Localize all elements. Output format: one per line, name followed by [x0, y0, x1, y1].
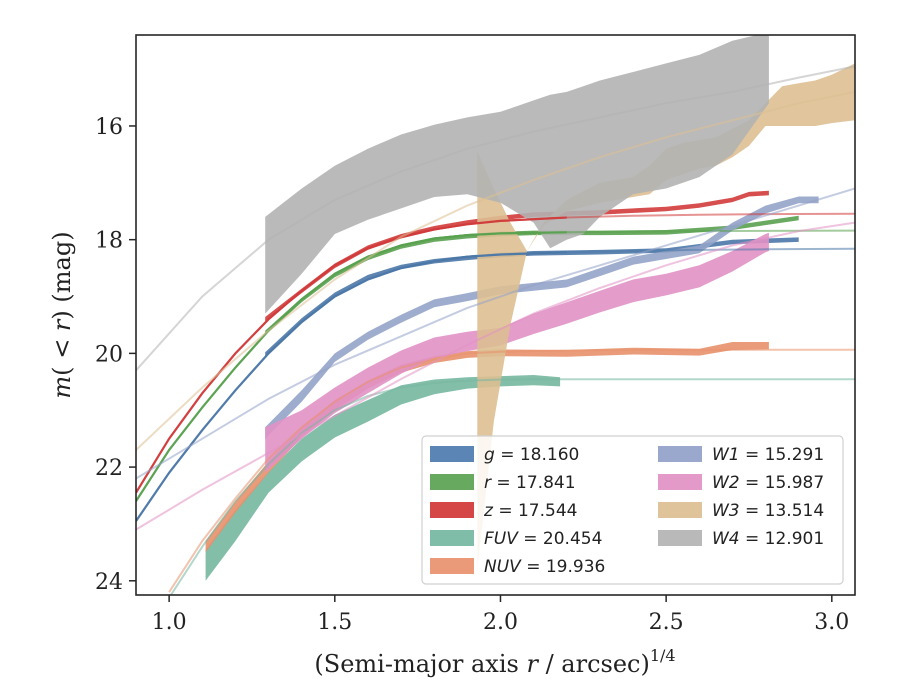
model-line-fuv: [169, 378, 855, 595]
legend-swatch-fuv: [430, 530, 474, 546]
y-tick-label: 16: [95, 115, 123, 140]
legend-swatch-w1: [658, 446, 702, 462]
model-line-w3: [136, 90, 855, 451]
y-axis-label-open: (: [48, 366, 76, 375]
legend-swatch-z: [430, 502, 474, 518]
model-line-nuv: [168, 348, 855, 593]
x-axis-label-rest: / arcsec): [538, 650, 650, 678]
legend-value-r: = 17.841: [491, 473, 576, 493]
x-axis-label-sup: 1/4: [650, 646, 676, 665]
x-axis-label-main: (Semi-major axis: [314, 650, 526, 678]
band-g: [265, 237, 799, 357]
legend-value-nuv: = 19.936: [521, 557, 606, 577]
band-w2: [265, 232, 769, 473]
models-layer: [136, 65, 855, 595]
y-axis-label-close: ) (mag): [48, 231, 76, 319]
y-tick-label: 20: [95, 342, 123, 367]
legend-value-fuv: = 20.454: [518, 529, 603, 549]
legend-band-z: z: [483, 501, 494, 521]
legend-band-fuv: FUV: [484, 529, 519, 549]
model-line-strong-r: [136, 231, 567, 502]
legend-value-w2: = 15.987: [740, 473, 825, 493]
legend-band-w1: W1: [712, 445, 740, 465]
x-tick-label: 2.0: [483, 610, 518, 635]
model-line-strong-g: [136, 251, 567, 522]
legend-value-g: = 18.160: [495, 445, 580, 465]
legend-label-w1: W1 = 15.291: [712, 445, 824, 465]
legend-swatch-r: [430, 474, 474, 490]
band-fuv: [205, 375, 561, 581]
y-tick-label: 18: [95, 229, 123, 254]
legend-frame: [421, 435, 844, 585]
legend-value-w4: = 12.901: [740, 529, 825, 549]
legend-label-z: z = 17.544: [483, 501, 577, 521]
legend-value-w1: = 15.291: [740, 445, 825, 465]
band-z: [265, 190, 769, 322]
legend-value-w3: = 13.514: [740, 501, 825, 521]
y-axis-label-m: m: [48, 376, 76, 399]
model-line-w2: [136, 221, 855, 531]
legend-label-fuv: FUV = 20.454: [484, 529, 602, 549]
legend-band-r: r: [484, 473, 492, 493]
model-line-w4: [136, 65, 855, 372]
model-line-w1: [136, 187, 855, 480]
x-axis-label-var: r: [526, 650, 539, 678]
x-tick-label: 3.0: [814, 610, 849, 635]
x-tick-label: 1.0: [152, 610, 187, 635]
legend-band-w2: W2: [712, 473, 740, 493]
legend-label-r: r = 17.841: [484, 473, 576, 493]
ticks-layer: 1.0 1.5 2.0 2.5 3.0 16 18 20 22 24: [95, 115, 849, 635]
y-tick-label: 22: [95, 456, 123, 481]
legend-label-w2: W2 = 15.987: [712, 473, 824, 493]
x-axis-label: (Semi-major axis r / arcsec)1/4: [314, 646, 675, 678]
y-axis-label: m( < r) (mag): [48, 231, 76, 398]
legend-swatch-w4: [658, 530, 702, 546]
y-tick-label: 24: [95, 570, 123, 595]
legend-swatch-w2: [658, 474, 702, 490]
plot-frame: [135, 34, 856, 596]
legend-swatch-g: [430, 446, 474, 462]
x-tick-label: 2.5: [649, 610, 684, 635]
band-w4: [265, 35, 769, 314]
y-axis-label-lt: <: [48, 331, 76, 366]
model-line-strong-z: [136, 216, 567, 494]
legend-label-nuv: NUV = 19.936: [484, 557, 605, 577]
legend-band-g: g: [484, 445, 495, 465]
legend-value-z: = 17.544: [493, 501, 578, 521]
legend-band-nuv: NUV: [484, 557, 522, 577]
legend-label-w3: W3 = 13.514: [712, 501, 824, 521]
legend-swatch-nuv: [430, 558, 474, 574]
x-tick-label: 1.5: [317, 610, 352, 635]
legend-band-w4: W4: [712, 529, 740, 549]
legend-label-g: g = 18.160: [484, 445, 579, 465]
legend-swatch-w3: [658, 502, 702, 518]
legend-label-w4: W4 = 12.901: [712, 529, 824, 549]
legend-band-w3: W3: [712, 501, 740, 521]
y-axis-label-r: r: [48, 318, 76, 331]
